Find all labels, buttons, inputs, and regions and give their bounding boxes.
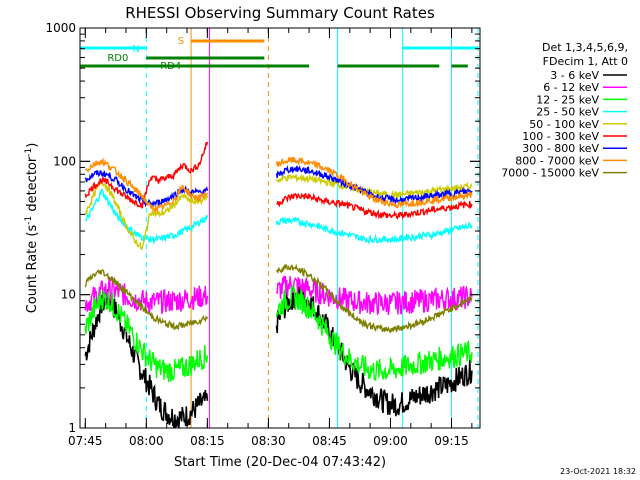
- chart-title: RHESSI Observing Summary Count Rates: [125, 4, 435, 22]
- x-tick-label: 08:30: [251, 434, 286, 448]
- plot-frame: [79, 27, 481, 429]
- series-line-5-seg-0: [84, 141, 209, 209]
- x-tick-label: 08:00: [129, 434, 164, 448]
- series-line-3-seg-0: [84, 188, 209, 246]
- series-line-5-seg-1: [276, 192, 473, 221]
- timestamp: 23-Oct-2021 18:32: [560, 467, 636, 476]
- legend-entry-label: 800 - 7000 keV: [515, 154, 599, 167]
- y-axis: 1 10 100 1000: [45, 21, 480, 435]
- legend-entry-label: 25 - 50 keV: [536, 106, 599, 119]
- x-tick-label: 09:00: [373, 434, 408, 448]
- series-line-4-seg-0: [84, 179, 209, 251]
- legend-entry-label: 12 - 25 keV: [536, 93, 599, 106]
- legend-entry-label: 3 - 6 keV: [550, 69, 599, 82]
- legend-entry-label: 7000 - 15000 keV: [501, 167, 599, 180]
- y-tick-label: 1: [68, 421, 76, 435]
- series-line-2-seg-0: [84, 290, 209, 383]
- series-line-0-seg-1: [275, 286, 473, 417]
- legend-entry-label: 50 - 100 keV: [529, 118, 599, 131]
- series-line-4-seg-1: [275, 173, 473, 200]
- y-tick-label: 10: [61, 288, 76, 302]
- legend-header-line-1: Det 1,3,4,5,6,9,: [542, 41, 628, 54]
- legend-header-line-2: FDecim 1, Att 0: [543, 55, 628, 68]
- x-tick-label: 08:45: [312, 434, 347, 448]
- series-line-1-seg-0: [84, 276, 209, 315]
- series-line-1-seg-1: [275, 275, 473, 316]
- x-axis-label: Start Time (20-Dec-04 07:43:42): [174, 455, 386, 470]
- series-line-8-seg-1: [275, 263, 473, 334]
- legend-entry-label: 300 - 800 keV: [522, 142, 599, 155]
- y-tick-label: 100: [53, 154, 76, 168]
- series-lines: [84, 141, 473, 428]
- flag-label-rd4: RD4: [160, 61, 181, 72]
- flag-label-s: S: [178, 36, 184, 47]
- flag-label-n: N: [132, 44, 139, 55]
- series-line-8-seg-0: [84, 269, 209, 331]
- series-line-7-seg-0: [85, 157, 209, 214]
- y-axis-label: Count Rate (s-1 detector-1): [24, 143, 40, 314]
- series-line-6-seg-1: [275, 165, 473, 205]
- vertical-markers: [79, 28, 479, 428]
- x-tick-label: 08:15: [190, 434, 225, 448]
- observing-flags: N S RD0 RD4: [80, 36, 478, 72]
- y-tick-label: 1000: [45, 21, 76, 35]
- legend-entry-label: 6 - 12 keV: [543, 81, 599, 94]
- series-line-2-seg-1: [275, 283, 473, 382]
- x-axis: 07:45 08:00 08:15 08:30 08:45 09:00 09:15: [68, 28, 473, 448]
- x-tick-label: 09:15: [434, 434, 469, 448]
- series-line-3-seg-1: [275, 216, 473, 246]
- legend: Det 1,3,4,5,6,9, FDecim 1, Att 0 3 - 6 k…: [501, 41, 628, 180]
- series-line-7-seg-1: [275, 156, 473, 209]
- flag-label-rd0: RD0: [107, 53, 128, 64]
- x-tick-label: 07:45: [68, 434, 103, 448]
- legend-entry-label: 100 - 300 keV: [522, 130, 599, 143]
